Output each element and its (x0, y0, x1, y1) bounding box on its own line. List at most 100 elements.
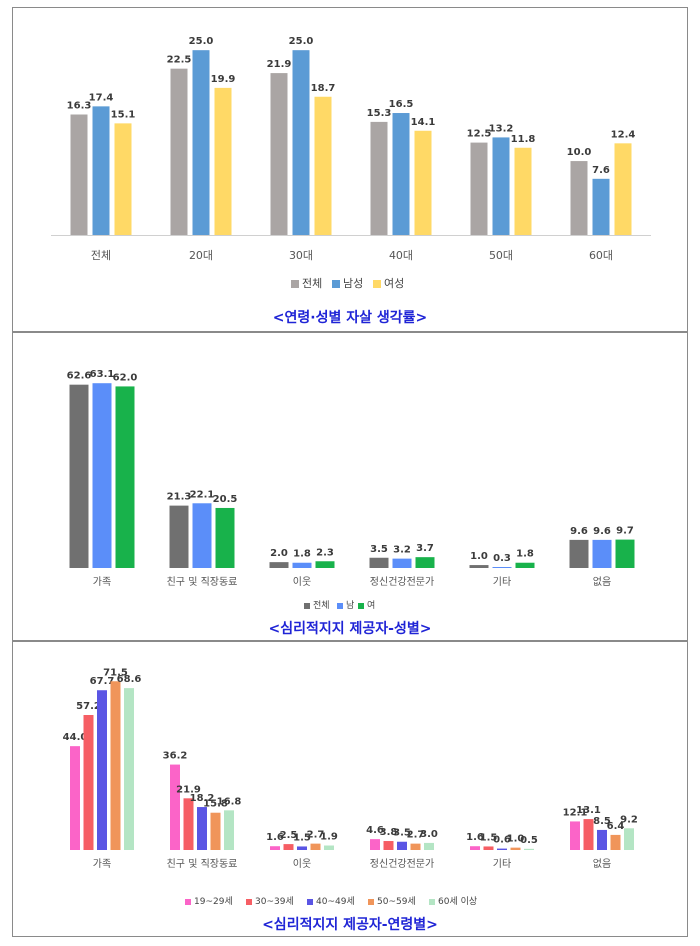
bar-3-1 (97, 690, 107, 850)
bar-4-4 (410, 843, 421, 850)
bar-1-6 (570, 821, 580, 850)
bar-2-2 (183, 798, 194, 850)
legend-swatch (291, 280, 299, 288)
bar-5-5 (524, 848, 534, 850)
legend-label: 남성 (343, 277, 363, 290)
legend-label: 30~39세 (255, 896, 294, 907)
data-label: 18.2 (190, 793, 215, 804)
bar-2-6 (592, 539, 612, 568)
legend-label: 전체 (313, 600, 330, 611)
data-label: 2.3 (316, 547, 334, 558)
data-label: 13.1 (576, 805, 601, 816)
bar-1-2 (169, 505, 189, 568)
bar-3-6 (615, 539, 635, 568)
data-label: 1.5 (480, 832, 498, 843)
category-label: 30대 (289, 249, 313, 262)
bar-3-3 (297, 846, 307, 850)
category-label: 전체 (91, 249, 111, 262)
data-label: 2.5 (280, 830, 298, 841)
category-label: 이웃 (293, 576, 311, 588)
bar-5-6 (624, 828, 634, 850)
data-label: 19.9 (211, 74, 236, 85)
legend-swatch (332, 280, 340, 288)
data-label: 68.6 (117, 674, 142, 685)
bar-1-2 (170, 68, 188, 236)
bar-4-3 (310, 843, 321, 850)
legend-swatch (373, 280, 381, 288)
bar-2-6 (592, 178, 610, 235)
data-label: 12.4 (611, 129, 636, 140)
data-label: 12.1 (563, 807, 588, 818)
bar-1-3 (270, 846, 280, 850)
legend-label: 50~59세 (377, 896, 416, 907)
data-label: 22.1 (190, 489, 215, 500)
legend-label: 여성 (384, 277, 404, 290)
bar-2-6 (583, 819, 594, 850)
bar-1-6 (570, 161, 588, 235)
data-label: 3.7 (416, 543, 434, 554)
bar-3-5 (514, 147, 532, 235)
bar-5-1 (124, 688, 134, 850)
bar-3-4 (397, 841, 407, 850)
category-label: 없음 (593, 575, 611, 588)
data-label: 1.0 (470, 551, 488, 562)
data-label: 13.2 (489, 123, 514, 134)
data-label: 25.0 (289, 36, 314, 47)
data-label: 2.7 (307, 830, 325, 841)
support-by-gender-chart: 62.663.162.0 가족 21.322.120.5 친구 및 직장동료 2.0 1.… (67, 369, 635, 611)
legend-swatch (304, 603, 310, 609)
bar-2-3 (283, 844, 294, 850)
bar-3-1 (114, 123, 132, 235)
category-label: 친구 및 직장동료 (167, 576, 238, 588)
support-by-age-chart: 44.0 57.2 67.771.568.6 가족 36.2 21.918.215.816… (63, 667, 638, 907)
data-label: 3.5 (370, 544, 388, 555)
legend-label: 60세 이상 (438, 896, 477, 907)
category-label: 가족 (93, 858, 111, 870)
bar-1-6 (569, 539, 589, 568)
data-label: 2.0 (270, 548, 288, 559)
bar-3-3 (315, 561, 335, 568)
data-label: 16.8 (217, 796, 242, 807)
bar-2-5 (483, 846, 494, 850)
category-label: 60대 (589, 249, 613, 262)
data-label: 18.7 (311, 83, 336, 94)
data-label: 0.6 (493, 835, 511, 846)
category-label: 기타 (493, 576, 511, 588)
category-label: 50대 (489, 249, 513, 262)
bar-3-6 (597, 829, 607, 850)
bar-1-5 (470, 142, 488, 235)
legend-swatch (246, 899, 252, 905)
data-label: 2.7 (407, 830, 425, 841)
bar-1-2 (170, 764, 180, 850)
bar-3-4 (415, 557, 435, 568)
data-label: 21.9 (267, 59, 292, 70)
bar-1-3 (270, 73, 288, 235)
data-label: 21.3 (167, 492, 192, 503)
bar-1-1 (69, 384, 89, 568)
bar-5-4 (424, 842, 434, 850)
bar-2-3 (292, 50, 310, 235)
data-label: 1.8 (293, 549, 311, 560)
chart-title: <심리적지지 제공자-연령별> (262, 917, 438, 933)
chart-title: <연령·성별 자살 생각률> (272, 310, 428, 326)
bar-1-4 (370, 839, 380, 850)
data-label: 9.6 (570, 526, 588, 537)
bar-3-2 (214, 87, 232, 235)
data-label: 16.3 (67, 100, 92, 111)
category-label: 이웃 (293, 858, 311, 870)
data-label: 3.5 (393, 828, 411, 839)
legend-label: 40~49세 (316, 896, 355, 907)
bar-1-1 (70, 114, 88, 235)
data-label: 3.0 (420, 829, 438, 840)
data-label: 11.8 (511, 134, 536, 145)
data-label: 1.5 (293, 832, 311, 843)
category-label: 정신건강전문가 (370, 576, 434, 588)
legend-swatch (429, 899, 435, 905)
data-label: 15.3 (367, 108, 392, 119)
legend-swatch (307, 899, 313, 905)
legend-label: 전체 (302, 277, 322, 290)
bar-5-2 (224, 810, 234, 850)
bar-2-3 (292, 562, 312, 568)
data-label: 44.0 (63, 732, 88, 743)
data-label: 62.0 (113, 372, 138, 383)
